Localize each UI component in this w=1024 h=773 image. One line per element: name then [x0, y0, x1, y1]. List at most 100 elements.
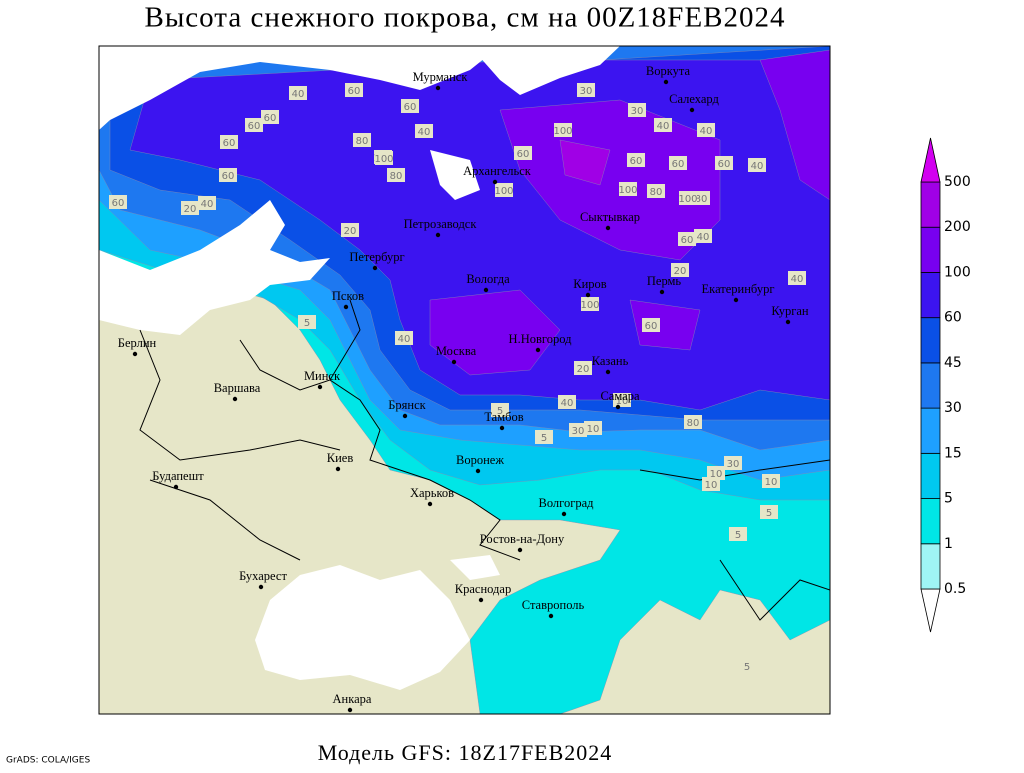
- colorbar-label: 100: [944, 264, 971, 280]
- city-dot: [435, 85, 441, 91]
- map-labels: 6040606060602040601008060401008010060100…: [109, 64, 809, 713]
- snow-region: [759, 49, 830, 201]
- city-label: Пермь: [647, 274, 682, 288]
- contour-label: 20: [577, 364, 590, 375]
- contour-label: 60: [348, 86, 361, 97]
- contour-label: 20: [184, 204, 197, 215]
- contour-label: 60: [681, 235, 694, 246]
- contour-label: 60: [672, 159, 685, 170]
- city-label: Краснодар: [455, 582, 511, 596]
- snow-region: [499, 99, 721, 261]
- city-dot: [372, 265, 378, 271]
- city-dot: [335, 466, 341, 472]
- contour-label: 10: [765, 477, 778, 488]
- contour-label-box: [642, 318, 660, 332]
- contour-label-box: [628, 103, 646, 117]
- city-dot: [605, 369, 611, 375]
- contour-label: 60: [630, 156, 643, 167]
- colorbar-segment: [920, 317, 941, 364]
- colorbar-top: [920, 137, 941, 183]
- city-dot: [402, 413, 408, 419]
- contour-label-box: [613, 393, 631, 407]
- colorbar-bottom: [920, 588, 941, 633]
- contour-label-box: [647, 184, 665, 198]
- contour-label-box: [298, 315, 316, 329]
- contour-label-box: [245, 118, 263, 132]
- contour-label: 60: [718, 159, 731, 170]
- contour-label-box: [558, 395, 576, 409]
- colorbar-segment: [920, 272, 941, 319]
- contour-label-box: [697, 123, 715, 137]
- contour-label: 100: [374, 154, 393, 165]
- contour-label: 5: [541, 433, 547, 444]
- colorbar-segment: [920, 181, 941, 228]
- contour-label-box: [574, 361, 592, 375]
- contour-label-box: [353, 133, 371, 147]
- contour-label: 40: [751, 161, 764, 172]
- city-label: Салехард: [669, 92, 719, 106]
- contour-label: 30: [572, 426, 585, 437]
- contour-label: 60: [645, 321, 658, 332]
- contour-label-box: [577, 83, 595, 97]
- contour-label-box: [724, 456, 742, 470]
- borders: [139, 299, 830, 621]
- contour-label: 80: [390, 171, 403, 182]
- contour-label-box: [671, 263, 689, 277]
- city-dot: [535, 347, 541, 353]
- city-label: Варшава: [214, 381, 261, 395]
- contour-label-box: [535, 430, 553, 444]
- contour-label: 60: [404, 102, 417, 113]
- contour-label-box: [684, 415, 702, 429]
- city-dot: [585, 292, 591, 298]
- colorbar-segment: [920, 452, 941, 499]
- colorbar-label: 5: [944, 491, 953, 507]
- city-label: Анкара: [333, 692, 372, 706]
- contour-label: 5: [766, 508, 772, 519]
- contour-label-box: [581, 297, 599, 311]
- contour-label: 30: [631, 106, 644, 117]
- city-dot: [785, 319, 791, 325]
- city-label: Н.Новгород: [509, 332, 573, 346]
- contour-label: 80: [650, 187, 663, 198]
- city-dot: [615, 404, 621, 410]
- city-label: Тамбов: [484, 410, 523, 424]
- credit: GrADS: COLA/IGES: [6, 756, 90, 766]
- city-dot: [343, 304, 349, 310]
- contour-label-box: [261, 110, 279, 124]
- contour-label: 100: [553, 126, 572, 137]
- contour-label: 40: [561, 398, 574, 409]
- sea: [450, 555, 500, 580]
- colorbar-label: 15: [944, 445, 962, 461]
- contour-label-box: [627, 153, 645, 167]
- contour-label: 30: [580, 86, 593, 97]
- contour-label-box: [569, 423, 587, 437]
- contour-label: 60: [517, 149, 530, 160]
- colorbar-segment: [920, 362, 941, 409]
- contour-label-box: [289, 86, 307, 100]
- city-label: Брянск: [388, 398, 426, 412]
- contour-label: 40: [791, 274, 804, 285]
- contour-label-box: [514, 146, 532, 160]
- city-label: Петрозаводск: [404, 217, 478, 231]
- colorbar-segment: [920, 407, 941, 454]
- contour-label-box: [788, 271, 806, 285]
- contour-label: 20: [674, 266, 687, 277]
- snow-region: [559, 139, 611, 186]
- contour-label: 5: [497, 406, 503, 417]
- contour-label-box: [181, 201, 199, 215]
- contour-label: 60: [222, 171, 235, 182]
- contour-label-box: [219, 168, 237, 182]
- contour-label: 40: [398, 334, 411, 345]
- city-label: Харьков: [410, 486, 454, 500]
- city-dot: [435, 232, 441, 238]
- contour-label-box: [694, 229, 712, 243]
- city-dot: [132, 351, 138, 357]
- contour-label: 5: [735, 530, 741, 541]
- contour-label: 40: [292, 89, 305, 100]
- city-dot: [548, 613, 554, 619]
- city-dot: [499, 425, 505, 431]
- contour-label: 40: [418, 127, 431, 138]
- contour-label-box: [554, 123, 572, 137]
